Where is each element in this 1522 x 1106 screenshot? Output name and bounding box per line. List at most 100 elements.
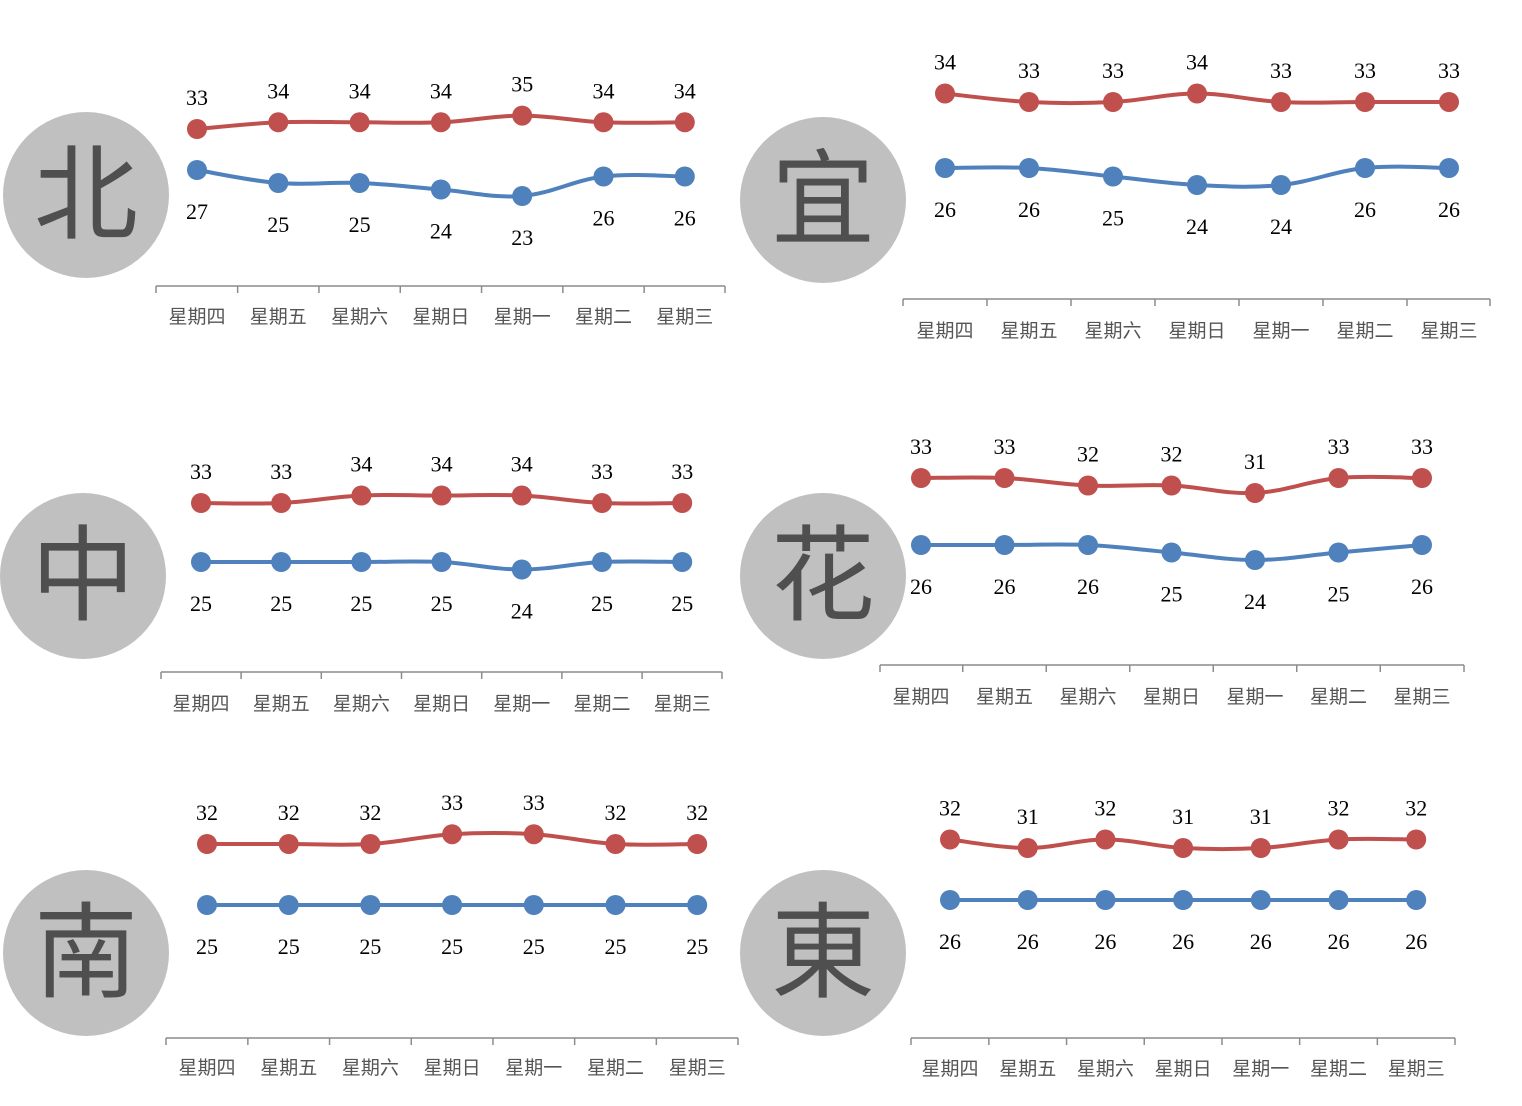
data-label-high: 31 <box>1244 449 1266 474</box>
x-tick-label: 星期一 <box>1252 320 1309 342</box>
data-label-low: 25 <box>350 591 372 616</box>
city-badge-yilan: 宜 <box>740 117 906 283</box>
data-point-low <box>674 166 695 187</box>
data-label-low: 24 <box>1186 214 1208 239</box>
data-label-high: 32 <box>1328 796 1350 821</box>
data-label-low: 25 <box>196 934 218 959</box>
data-point-low <box>511 559 532 580</box>
data-point-high <box>278 834 299 854</box>
data-point-high <box>1406 829 1427 850</box>
data-label-low: 25 <box>431 591 453 616</box>
data-label-high: 31 <box>1250 804 1272 829</box>
data-point-low <box>911 535 931 555</box>
data-point-low <box>1328 890 1349 910</box>
data-point-high <box>430 112 451 133</box>
data-label-low: 26 <box>910 574 932 599</box>
data-point-high <box>271 493 292 513</box>
x-tick-label: 星期四 <box>172 693 229 715</box>
data-point-high <box>593 112 614 133</box>
data-label-low: 24 <box>430 219 452 244</box>
x-tick-label: 星期一 <box>1232 1058 1289 1080</box>
data-label-low: 25 <box>359 934 381 959</box>
data-point-low <box>278 895 299 915</box>
data-point-low <box>191 552 211 572</box>
data-label-low: 26 <box>939 929 961 954</box>
data-label-high: 33 <box>1102 58 1124 83</box>
data-label-low: 23 <box>511 225 533 250</box>
data-label-high: 34 <box>511 452 533 477</box>
data-label-high: 34 <box>267 78 289 103</box>
data-point-high <box>592 493 612 513</box>
data-point-low <box>687 895 708 915</box>
x-tick-label: 星期三 <box>654 693 711 715</box>
data-point-high <box>994 468 1015 488</box>
x-tick-label: 星期三 <box>1393 686 1450 708</box>
data-point-low <box>994 535 1015 555</box>
data-point-high <box>1245 483 1265 503</box>
data-point-low <box>1439 158 1459 178</box>
x-tick-label: 星期五 <box>1000 320 1057 342</box>
data-label-low: 26 <box>1077 574 1099 599</box>
data-point-low <box>360 895 381 915</box>
data-label-high: 34 <box>593 78 615 103</box>
x-tick-label: 星期日 <box>424 1057 481 1079</box>
data-label-low: 26 <box>1250 929 1272 954</box>
data-label-high: 32 <box>939 796 961 821</box>
data-point-low <box>1161 542 1182 563</box>
data-label-high: 34 <box>674 78 696 103</box>
x-tick-label: 星期六 <box>1077 1058 1134 1080</box>
x-tick-label: 星期三 <box>669 1057 726 1079</box>
data-point-low <box>935 158 955 178</box>
data-label-low: 26 <box>1438 197 1460 222</box>
data-label-low: 26 <box>934 197 956 222</box>
data-point-high <box>431 485 452 506</box>
data-point-low <box>1250 890 1271 910</box>
data-label-high: 33 <box>441 790 463 815</box>
data-point-low <box>197 895 217 915</box>
data-point-high <box>191 493 211 513</box>
data-label-low: 25 <box>591 591 613 616</box>
data-label-low: 25 <box>1102 206 1124 231</box>
x-tick-label: 星期三 <box>656 306 713 328</box>
data-point-low <box>431 552 452 572</box>
data-point-high <box>1187 83 1207 104</box>
x-tick-label: 星期二 <box>1310 1058 1367 1080</box>
data-point-high <box>1078 475 1098 496</box>
data-point-low <box>1355 158 1375 178</box>
data-point-high <box>674 112 695 133</box>
x-tick-label: 星期四 <box>178 1057 235 1079</box>
data-point-low <box>1019 158 1039 178</box>
data-label-low: 26 <box>1018 197 1040 222</box>
data-point-high <box>1017 838 1038 858</box>
data-point-high <box>605 834 626 854</box>
data-label-high: 32 <box>196 800 218 825</box>
data-point-high <box>1355 92 1375 112</box>
data-point-high <box>349 112 370 133</box>
data-label-high: 32 <box>1094 796 1116 821</box>
data-label-high: 33 <box>671 459 693 484</box>
data-label-low: 25 <box>270 591 292 616</box>
city-badge-hualien: 花 <box>740 493 906 659</box>
data-point-low <box>605 895 626 915</box>
data-point-low <box>268 173 289 193</box>
data-label-low: 24 <box>511 599 533 624</box>
x-tick-label: 星期日 <box>1168 320 1225 342</box>
x-tick-label: 星期三 <box>1388 1058 1445 1080</box>
x-tick-label: 星期二 <box>1336 320 1393 342</box>
data-label-high: 33 <box>910 434 932 459</box>
data-point-high <box>523 824 544 845</box>
data-point-low <box>672 552 693 572</box>
x-tick-label: 星期二 <box>575 306 632 328</box>
data-point-high <box>911 468 931 488</box>
data-point-low <box>1017 890 1038 910</box>
data-point-high <box>187 119 207 139</box>
x-tick-label: 星期五 <box>250 306 307 328</box>
data-label-high: 34 <box>430 78 452 103</box>
data-label-low: 25 <box>278 934 300 959</box>
data-label-low: 25 <box>349 212 371 237</box>
data-point-high <box>1250 838 1271 858</box>
x-tick-label: 星期五 <box>253 693 310 715</box>
